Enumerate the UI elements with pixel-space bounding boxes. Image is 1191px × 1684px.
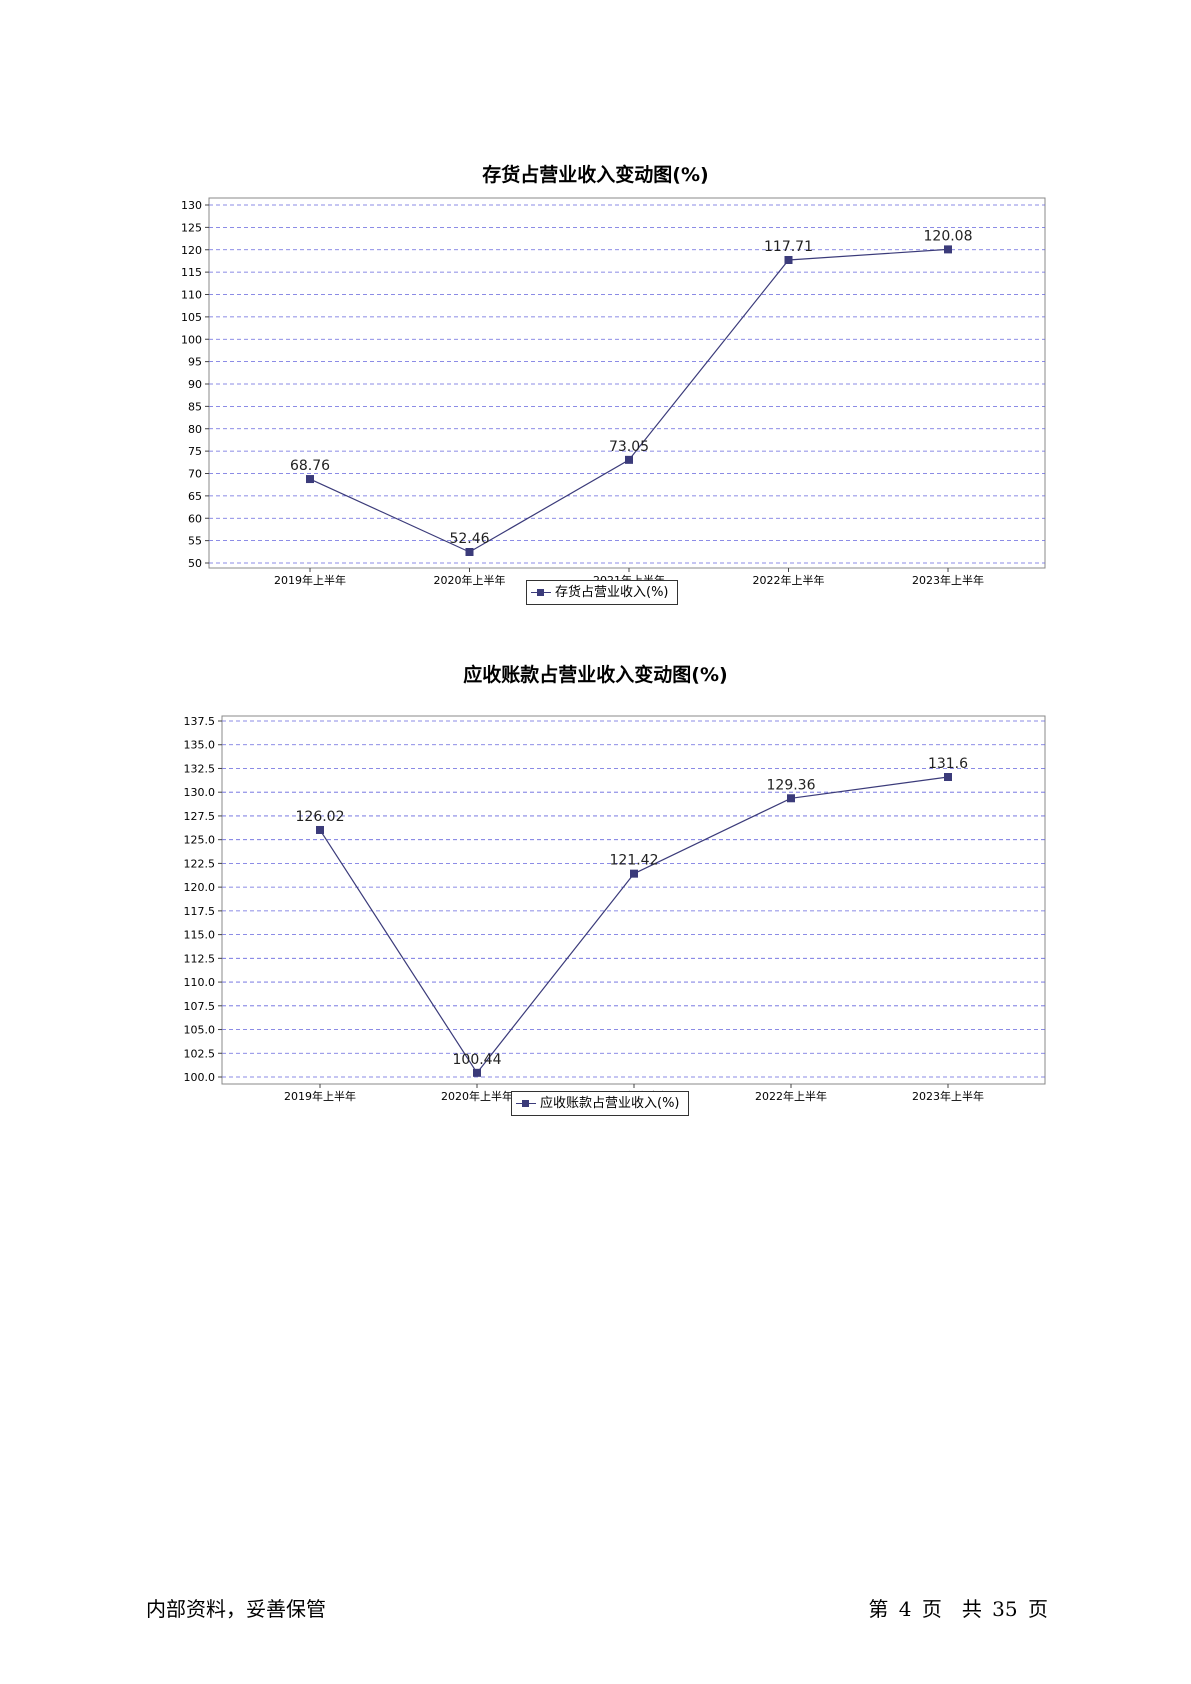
- inventory-ratio-plot: 50 55 60 65 70 75 80 85 90 95 100 105 110 115 120 125 13…: [181, 197, 1046, 587]
- y-tick-label: 60: [188, 512, 202, 525]
- y-tick-label: 112.5: [184, 952, 216, 965]
- chart-title: 应收账款占营业收入变动图(%): [463, 664, 728, 686]
- y-tick-label: 127.5: [184, 810, 216, 823]
- legend-series-marker-icon: [516, 1098, 536, 1110]
- legend-label: 应收账款占营业收入(%): [540, 1096, 680, 1111]
- y-tick-label: 50: [188, 557, 202, 570]
- y-tick-label: 105: [181, 311, 202, 324]
- plot-frame: [208, 197, 1046, 569]
- data-point-marker: [316, 825, 324, 834]
- y-tick-label: 125.0: [184, 834, 216, 847]
- inventory-ratio-chart: 存货占营业收入变动图(%) 50 55 60 65 70 75 80 85 90 95 100 105…: [0, 160, 1191, 620]
- data-point-marker: [944, 245, 952, 254]
- y-tick-label: 102.5: [184, 1047, 216, 1060]
- x-tick-label: 2022年上半年: [753, 573, 825, 587]
- chart-title: 存货占营业收入变动图(%): [482, 164, 709, 186]
- data-point-marker: [625, 455, 633, 464]
- y-tick-label: 115.0: [184, 929, 216, 942]
- x-tick-label: 2019年上半年: [284, 1089, 356, 1103]
- data-label: 120.08: [924, 228, 973, 244]
- y-tick-label: 125: [181, 221, 202, 234]
- data-label: 52.46: [449, 531, 489, 547]
- data-point-marker: [630, 869, 638, 878]
- y-tick-label: 110: [181, 289, 202, 302]
- y-tick-label: 70: [188, 468, 202, 481]
- y-tick-label: 85: [188, 400, 202, 413]
- data-label: 129.36: [767, 777, 816, 793]
- y-tick-label: 132.5: [184, 762, 216, 775]
- y-tick-label: 117.5: [184, 905, 216, 918]
- y-tick-label: 65: [188, 490, 202, 503]
- y-tick-label: 130.0: [184, 786, 216, 799]
- data-point-marker: [306, 475, 314, 484]
- y-tick-label: 100: [181, 333, 202, 346]
- legend-label: 存货占营业收入(%): [555, 585, 669, 600]
- y-tick-label: 90: [188, 378, 202, 391]
- y-tick-label: 120: [181, 244, 202, 257]
- y-tick-label: 137.5: [184, 715, 216, 728]
- y-tick-label: 105.0: [184, 1024, 216, 1037]
- y-tick-label: 130: [181, 199, 202, 212]
- chart-legend: 存货占营业收入(%): [526, 580, 678, 605]
- x-tick-label: 2023年上半年: [912, 1089, 984, 1103]
- y-tick-label: 55: [188, 535, 202, 548]
- y-tick-label: 110.0: [184, 976, 216, 989]
- chart-legend: 应收账款占营业收入(%): [511, 1091, 689, 1116]
- data-label: 68.76: [290, 458, 330, 474]
- receivables-ratio-chart: 应收账款占营业收入变动图(%) 100.0 102.5 105.0 107.5 110.…: [0, 660, 1191, 1130]
- plot-frame: [221, 715, 1046, 1085]
- y-tick-label: 107.5: [184, 1000, 216, 1013]
- y-tick-label: 100.0: [184, 1071, 216, 1084]
- legend-series-marker-icon: [531, 587, 551, 599]
- x-tick-label: 2023年上半年: [912, 573, 984, 587]
- x-tick-label: 2022年上半年: [755, 1089, 827, 1103]
- data-label: 100.44: [453, 1052, 502, 1068]
- footer-page-number: 第 4 页 共 35 页: [868, 1597, 1048, 1621]
- data-label: 131.6: [928, 756, 968, 772]
- y-tick-label: 135.0: [184, 739, 216, 752]
- receivables-ratio-plot: 100.0 102.5 105.0 107.5 110.0 112.5 115.0 117.5…: [184, 715, 1046, 1103]
- y-tick-label: 95: [188, 356, 202, 369]
- x-tick-label: 2020年上半年: [434, 573, 506, 587]
- data-point-marker: [465, 547, 474, 556]
- y-tick-label: 80: [188, 423, 202, 436]
- data-label: 121.42: [610, 853, 659, 869]
- data-label: 73.05: [609, 439, 649, 455]
- y-tick-label: 120.0: [184, 881, 216, 894]
- data-point-marker: [784, 255, 793, 264]
- data-label: 126.02: [296, 809, 345, 825]
- y-tick-label: 75: [188, 445, 202, 458]
- data-point-marker: [787, 794, 795, 803]
- footer-confidential-note: 内部资料，妥善保管: [146, 1597, 326, 1621]
- data-point-marker: [473, 1068, 481, 1077]
- x-tick-label: 2019年上半年: [274, 573, 346, 587]
- y-tick-label: 122.5: [184, 857, 216, 870]
- data-point-marker: [944, 773, 952, 782]
- data-label: 117.71: [764, 239, 813, 255]
- y-tick-label: 115: [181, 266, 202, 279]
- x-tick-label: 2020年上半年: [441, 1089, 513, 1103]
